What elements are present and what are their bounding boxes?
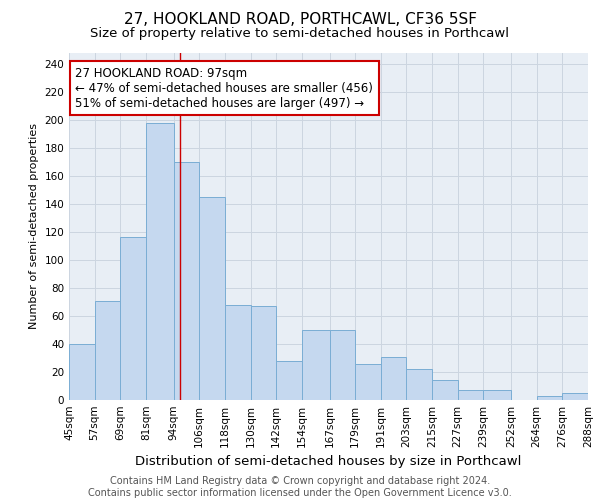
Bar [69, 344, 95, 400]
Bar [225, 304, 251, 400]
Text: Contains HM Land Registry data © Crown copyright and database right 2024.
Contai: Contains HM Land Registry data © Crown c… [88, 476, 512, 498]
Bar [329, 330, 355, 400]
Bar [562, 393, 588, 400]
Bar [276, 361, 302, 400]
Text: 27 HOOKLAND ROAD: 97sqm
← 47% of semi-detached houses are smaller (456)
51% of s: 27 HOOKLAND ROAD: 97sqm ← 47% of semi-de… [76, 66, 373, 110]
Bar [458, 390, 484, 400]
Bar [173, 162, 199, 400]
Y-axis label: Number of semi-detached properties: Number of semi-detached properties [29, 123, 39, 329]
Text: Size of property relative to semi-detached houses in Porthcawl: Size of property relative to semi-detach… [91, 28, 509, 40]
Bar [95, 300, 120, 400]
Bar [251, 306, 276, 400]
Bar [120, 238, 146, 400]
Bar [302, 330, 329, 400]
X-axis label: Distribution of semi-detached houses by size in Porthcawl: Distribution of semi-detached houses by … [136, 456, 521, 468]
Bar [537, 396, 562, 400]
Bar [432, 380, 458, 400]
Bar [406, 369, 432, 400]
Text: 27, HOOKLAND ROAD, PORTHCAWL, CF36 5SF: 27, HOOKLAND ROAD, PORTHCAWL, CF36 5SF [124, 12, 476, 27]
Bar [484, 390, 511, 400]
Bar [146, 122, 173, 400]
Bar [199, 197, 225, 400]
Bar [355, 364, 381, 400]
Bar [381, 356, 406, 400]
